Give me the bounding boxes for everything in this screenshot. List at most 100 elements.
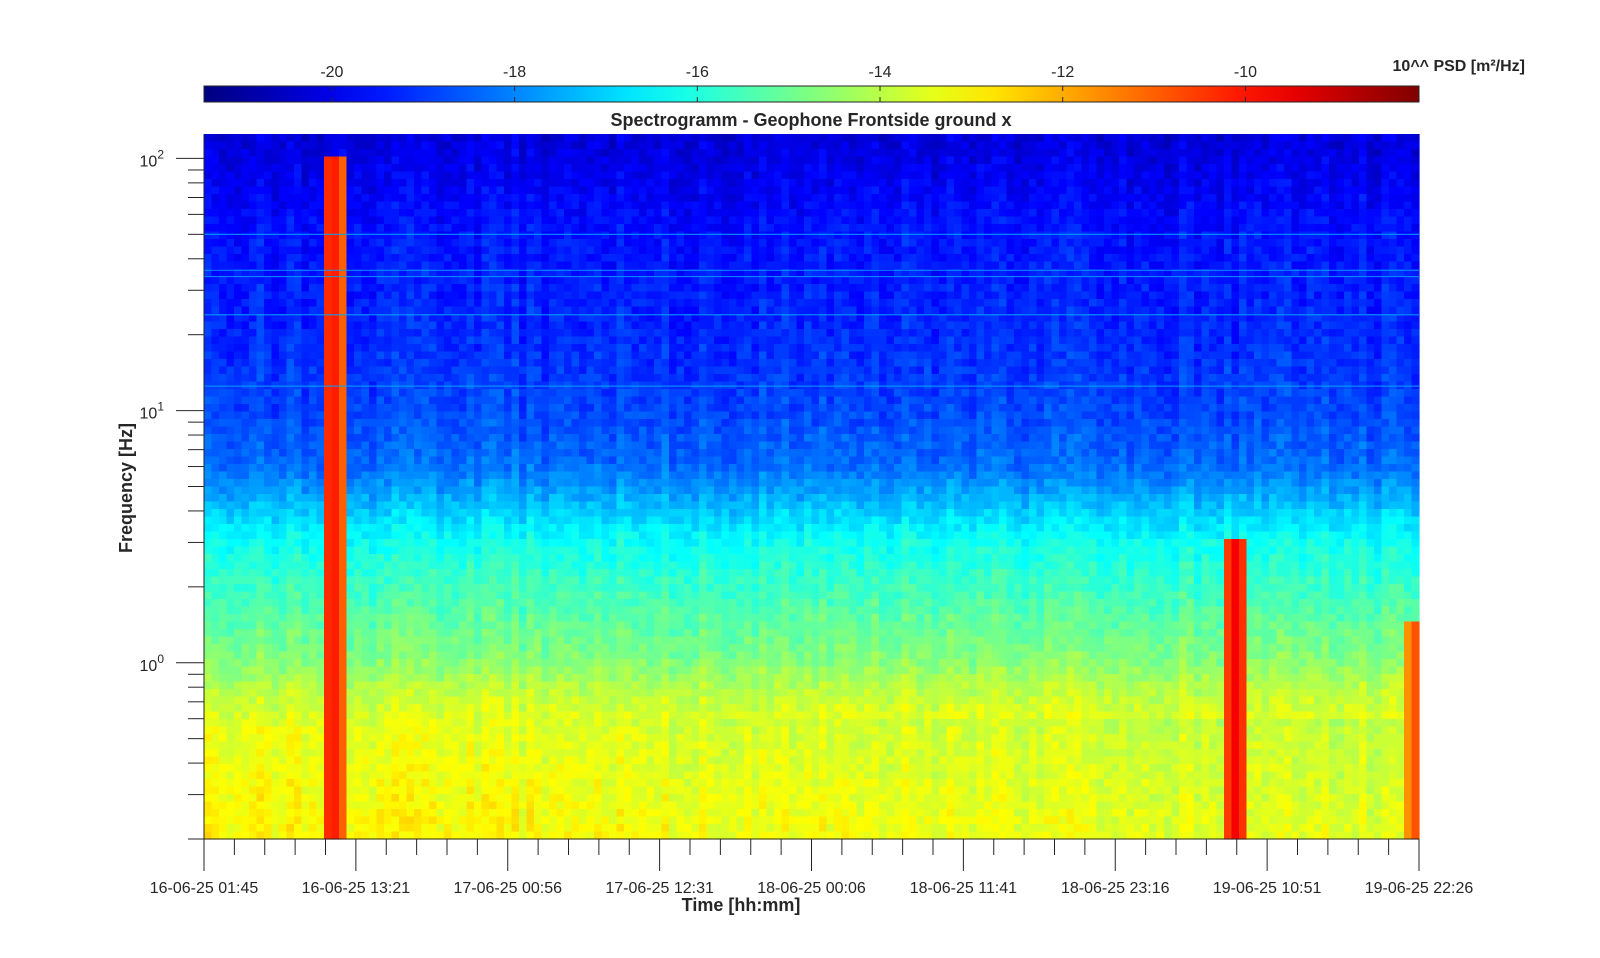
spectrogram-cell: [309, 397, 317, 405]
spectrogram-cell: [332, 554, 340, 562]
spectrogram-cell: [392, 607, 400, 615]
spectrogram-cell: [294, 247, 302, 255]
spectrogram-cell: [287, 254, 295, 262]
spectrogram-cell: [287, 637, 295, 645]
spectrogram-cell: [459, 142, 467, 150]
spectrogram-cell: [362, 307, 370, 315]
spectrogram-cell: [542, 382, 550, 390]
spectrogram-cell: [452, 607, 460, 615]
spectrogram-cell: [422, 817, 430, 825]
spectrogram-cell: [474, 704, 482, 712]
spectrogram-cell: [534, 682, 542, 690]
spectrogram-cell: [564, 494, 572, 502]
spectrogram-cell: [437, 389, 445, 397]
spectrogram-cell: [482, 569, 490, 577]
spectrogram-cell: [407, 809, 415, 817]
spectrogram-cell: [249, 404, 257, 412]
spectrogram-cell: [444, 599, 452, 607]
spectrogram-cell: [437, 727, 445, 735]
spectrogram-cell: [204, 772, 212, 780]
spectrogram-cell: [369, 142, 377, 150]
spectrogram-cell: [369, 547, 377, 555]
spectrogram-cell: [422, 142, 430, 150]
spectrogram-cell: [347, 659, 355, 667]
spectrogram-cell: [437, 764, 445, 772]
spectrogram-cell: [309, 592, 317, 600]
spectrogram-cell: [249, 277, 257, 285]
spectrogram-cell: [489, 689, 497, 697]
spectrogram-cell: [459, 262, 467, 270]
spectrogram-cell: [437, 787, 445, 795]
spectrogram-cell: [519, 787, 527, 795]
spectrogram-cell: [362, 202, 370, 210]
spectrogram-cell: [302, 659, 310, 667]
spectrogram-cell: [339, 382, 347, 390]
spectrogram-cell: [579, 382, 587, 390]
spectrogram-cell: [302, 427, 310, 435]
spectrogram-cell: [227, 539, 235, 547]
spectrogram-cell: [302, 217, 310, 225]
spectrogram-cell: [444, 449, 452, 457]
spectrogram-cell: [587, 142, 595, 150]
spectrogram-cell: [317, 202, 325, 210]
spectrogram-cell: [587, 247, 595, 255]
spectrogram-cell: [542, 757, 550, 765]
spectrogram-cell: [459, 149, 467, 157]
spectrogram-cell: [504, 832, 512, 840]
spectrogram-cell: [467, 487, 475, 495]
spectrogram-cell: [572, 517, 580, 525]
spectrogram-cell: [444, 524, 452, 532]
spectrogram-cell: [242, 689, 250, 697]
spectrogram-cell: [264, 704, 272, 712]
spectrogram-cell: [234, 419, 242, 427]
spectrogram-cell: [399, 277, 407, 285]
spectrogram-cell: [392, 359, 400, 367]
spectrogram-cell: [444, 637, 452, 645]
spectrogram-cell: [557, 689, 565, 697]
spectrogram-cell: [534, 569, 542, 577]
spectrogram-cell: [362, 509, 370, 517]
spectrogram-cell: [347, 794, 355, 802]
spectrogram-cell: [347, 344, 355, 352]
spectrogram-cell: [377, 652, 385, 660]
spectrogram-cell: [362, 404, 370, 412]
spectrogram-cell: [512, 277, 520, 285]
spectrogram-cell: [444, 397, 452, 405]
spectrogram-cell: [294, 607, 302, 615]
spectrogram-cell: [272, 382, 280, 390]
spectrogram-cell: [399, 832, 407, 840]
spectrogram-cell: [482, 367, 490, 375]
spectrogram-cell: [542, 172, 550, 180]
spectrogram-cell: [212, 719, 220, 727]
spectrogram-cell: [392, 524, 400, 532]
spectrogram-cell: [399, 479, 407, 487]
spectrogram-cell: [497, 494, 505, 502]
spectrogram-cell: [257, 637, 265, 645]
spectrogram-cell: [242, 254, 250, 262]
spectrogram-cell: [257, 277, 265, 285]
spectrogram-cell: [474, 149, 482, 157]
spectrogram-cell: [549, 202, 557, 210]
spectrogram-cell: [497, 697, 505, 705]
spectrogram-cell: [429, 652, 437, 660]
spectrogram-cell: [407, 569, 415, 577]
spectrogram-cell: [324, 757, 332, 765]
spectrogram-cell: [339, 179, 347, 187]
spectrogram-cell: [422, 764, 430, 772]
spectrogram-cell: [324, 187, 332, 195]
spectrogram-cell: [504, 637, 512, 645]
spectrogram-cell: [437, 524, 445, 532]
spectrogram-cell: [549, 787, 557, 795]
spectrogram-cell: [294, 149, 302, 157]
spectrogram-cell: [227, 194, 235, 202]
spectrogram-cell: [384, 779, 392, 787]
spectrogram-cell: [324, 337, 332, 345]
spectrogram-cell: [384, 442, 392, 450]
spectrogram-cell: [482, 382, 490, 390]
spectrogram-cell: [587, 367, 595, 375]
spectrogram-cell: [549, 629, 557, 637]
spectrogram-cell: [587, 562, 595, 570]
spectrogram-cell: [317, 217, 325, 225]
spectrogram-cell: [429, 194, 437, 202]
